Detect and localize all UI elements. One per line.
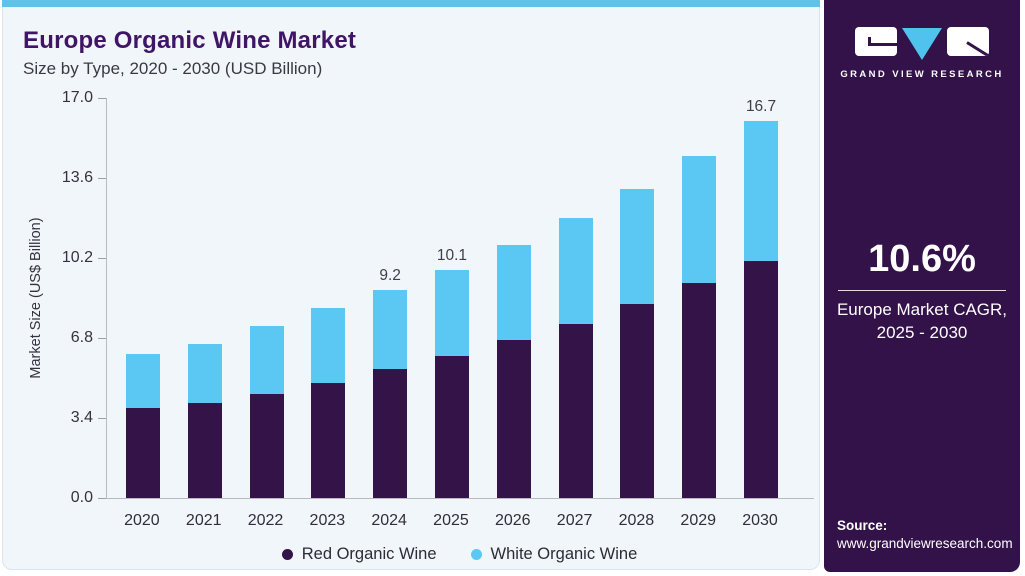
bar-column-2021 — [174, 98, 236, 498]
page-subtitle: Size by Type, 2020 - 2030 (USD Billion) — [23, 59, 323, 78]
bar-segment-red-organic-wine — [125, 408, 160, 498]
bar-column-2023 — [297, 98, 359, 498]
x-axis-label-2029: 2029 — [680, 512, 717, 529]
y-tick-mark — [98, 258, 106, 259]
bar-segment-white-organic-wine — [125, 354, 160, 408]
bar-segment-red-organic-wine — [620, 304, 655, 498]
bar-segment-red-organic-wine — [496, 340, 531, 498]
legend-item: Red Organic Wine — [281, 545, 437, 564]
bar-segment-white-organic-wine — [620, 189, 655, 304]
y-tick-mark — [98, 178, 106, 179]
bar-column-2025: 10.1 — [421, 98, 483, 498]
cagr-caption-line1: Europe Market CAGR, — [836, 300, 1008, 319]
cagr-value: 10.6% — [868, 238, 976, 280]
x-axis-label-2026: 2026 — [494, 512, 531, 529]
x-axis-label-2022: 2022 — [247, 512, 284, 529]
y-tick-label: 10.2 — [61, 249, 93, 266]
bar-value-label: 9.2 — [379, 267, 401, 284]
plot-area: 9.2 10.1 16.7 — [112, 98, 792, 498]
x-axis-label-2023: 2023 — [309, 512, 346, 529]
bar-segment-white-organic-wine — [434, 270, 469, 356]
x-axis-labels: 2020 2021 2022 2023 2024 2025 2026 2027 2028 2029… — [111, 505, 791, 530]
source-url[interactable]: www.grandviewresearch.com — [837, 536, 1013, 551]
plot-frame: 0.0 3.4 6.8 10.2 13.6 17.0 9.2 10.1 16.7 — [62, 89, 814, 506]
logo-glyphs — [824, 27, 1020, 61]
x-axis-label-2024: 2024 — [371, 512, 407, 529]
bar-segment-white-organic-wine — [311, 308, 346, 383]
y-tick-mark — [98, 338, 106, 339]
bar-segment-white-organic-wine — [558, 218, 593, 324]
cagr-block: 10.6% Europe Market CAGR, 2025 - 2030 — [824, 238, 1020, 345]
page-title: Europe Organic Wine Market — [23, 27, 357, 54]
bar-value-label: 10.1 — [436, 247, 468, 264]
bar-value-label: 16.7 — [745, 98, 777, 115]
y-tick-mark — [98, 98, 106, 99]
bar-column-2030: 16.7 — [730, 98, 792, 498]
bar-column-2027 — [545, 98, 607, 498]
bar-column-2026 — [483, 98, 545, 498]
legend-item: White Organic Wine — [470, 545, 638, 564]
bar-segment-white-organic-wine — [682, 156, 717, 283]
bar-segment-red-organic-wine — [682, 283, 717, 498]
y-tick-mark — [98, 418, 106, 419]
logo-wordmark: GRAND VIEW RESEARCH — [840, 69, 1004, 80]
x-axis-label-2021: 2021 — [185, 512, 222, 529]
chart-card: Europe Organic Wine Market Size by Type,… — [2, 7, 820, 570]
y-axis-title: Market Size (US$ Billion) — [28, 217, 44, 379]
bar-column-2024: 9.2 — [359, 98, 421, 498]
source-label: Source: — [837, 518, 888, 533]
y-tick-label: 6.8 — [70, 329, 93, 346]
bar-segment-red-organic-wine — [249, 394, 284, 498]
bar-column-2029 — [668, 98, 730, 498]
brand-sidebar: GRAND VIEW RESEARCH 10.6% Europe Market … — [824, 0, 1020, 572]
cagr-caption: Europe Market CAGR, 2025 - 2030 — [824, 299, 1020, 345]
y-tick-label: 3.4 — [70, 409, 93, 426]
bar-segment-white-organic-wine — [187, 344, 222, 403]
bar-column-2022 — [236, 98, 298, 498]
logo-letter-r-icon — [947, 27, 989, 56]
logo-letter-g-icon — [855, 27, 897, 56]
source-block: Source: www.grandviewresearch.com — [837, 518, 1013, 551]
bar-column-2020 — [112, 98, 174, 498]
bar-segment-white-organic-wine — [373, 290, 408, 369]
grand-view-research-logo: GRAND VIEW RESEARCH — [824, 27, 1020, 80]
bar-segment-white-organic-wine — [249, 326, 284, 394]
bar-column-2028 — [607, 98, 669, 498]
y-tick-mark — [98, 498, 106, 499]
legend-marker-dot — [281, 549, 293, 560]
legend: Red Organic Wine White Organic Wine — [106, 545, 813, 564]
bar-segment-red-organic-wine — [311, 383, 346, 498]
y-tick-label: 0.0 — [70, 489, 93, 506]
bar-segment-red-organic-wine — [187, 403, 222, 498]
cagr-caption-line2: 2025 - 2030 — [876, 322, 968, 342]
bar-segment-red-organic-wine — [744, 261, 779, 498]
x-axis-label-2030: 2030 — [742, 512, 778, 529]
y-tick-label: 17.0 — [61, 89, 93, 106]
x-axis-label-2027: 2027 — [556, 512, 593, 529]
top-accent-strip — [2, 0, 820, 7]
x-axis-label-2028: 2028 — [618, 512, 655, 529]
bar-segment-red-organic-wine — [558, 324, 593, 498]
bar-segment-white-organic-wine — [496, 245, 531, 340]
bar-segment-red-organic-wine — [373, 369, 408, 498]
cagr-divider — [838, 290, 1006, 291]
logo-letter-v-icon — [902, 28, 942, 60]
x-axis-label-2025: 2025 — [433, 512, 469, 529]
x-axis-label-2020: 2020 — [124, 512, 160, 529]
legend-marker-dot — [470, 549, 482, 560]
legend-label: Red Organic Wine — [301, 545, 437, 563]
legend-label: White Organic Wine — [490, 545, 638, 563]
bar-segment-white-organic-wine — [744, 121, 779, 261]
bar-segment-red-organic-wine — [434, 356, 469, 498]
y-tick-label: 13.6 — [61, 169, 93, 186]
